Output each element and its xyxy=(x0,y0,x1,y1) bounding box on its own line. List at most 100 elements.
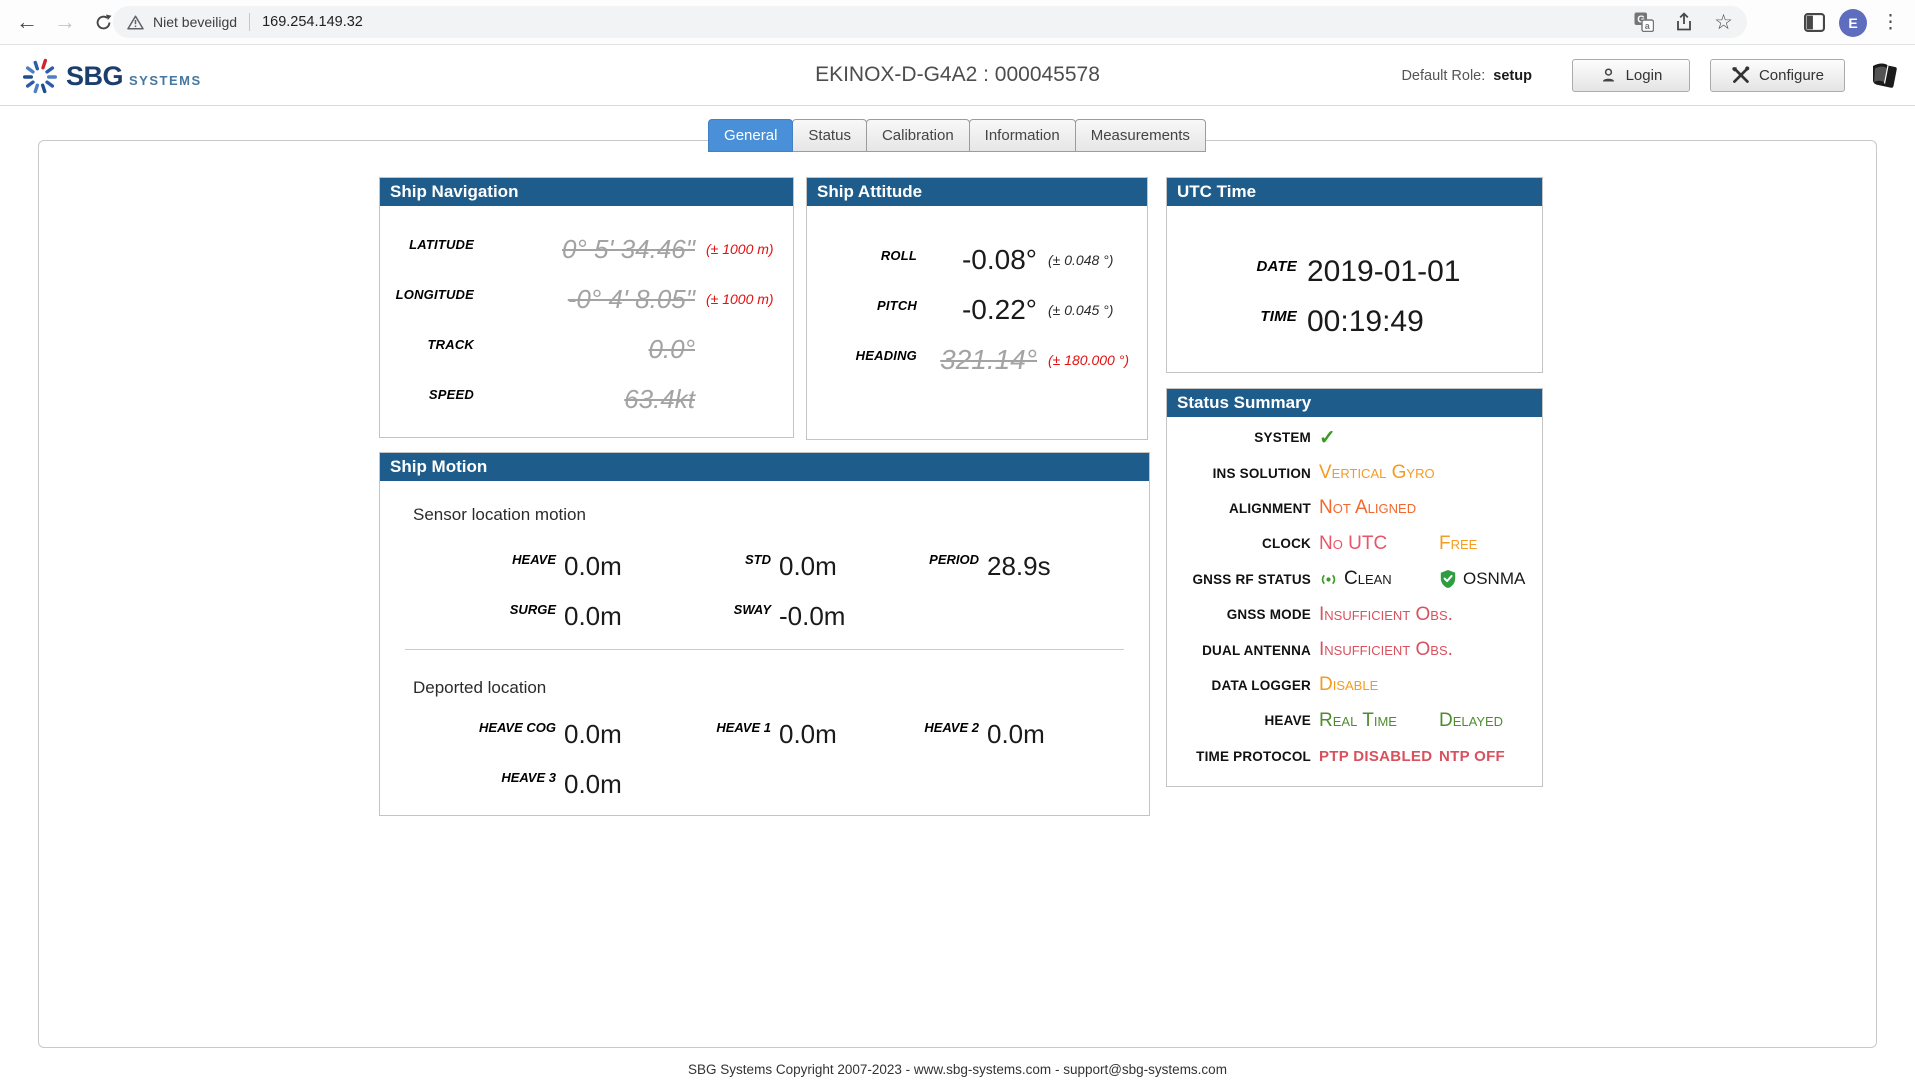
roll-row: ROLL -0.08° (± 0.048 °) xyxy=(807,235,1147,285)
heave-value: 0.0m xyxy=(564,550,622,581)
std-value: 0.0m xyxy=(779,550,837,581)
ins-solution-label: INS SOLUTION xyxy=(1212,465,1311,481)
url-text[interactable]: 169.254.149.32 xyxy=(262,14,363,30)
clock-value: No UTC xyxy=(1319,532,1388,554)
documentation-book-icon[interactable] xyxy=(1869,62,1899,90)
period-label: PERIOD xyxy=(929,551,979,567)
heave-status-value: Real Time xyxy=(1319,709,1397,731)
ins-solution-value: Vertical Gyro xyxy=(1319,462,1435,484)
std-label: STD xyxy=(745,551,771,567)
heave-3-label: HEAVE 3 xyxy=(501,769,556,785)
data-logger-row: DATA LOGGER Disable xyxy=(1167,668,1542,703)
dual-antenna-label: DUAL ANTENNA xyxy=(1202,642,1311,658)
longitude-label: LONGITUDE xyxy=(395,286,474,302)
tab-general[interactable]: General xyxy=(708,119,794,152)
heave-1-value: 0.0m xyxy=(779,718,837,749)
shield-check-icon xyxy=(1440,570,1456,589)
share-icon[interactable] xyxy=(1674,12,1694,32)
longitude-row: LONGITUDE -0° 4' 8.05" (± 1000 m) xyxy=(380,274,793,324)
footer-copyright: SBG Systems Copyright 2007-2023 - xyxy=(688,1062,914,1077)
date-value: 2019-01-01 xyxy=(1307,255,1461,288)
footer-website-link[interactable]: www.sbg-systems.com xyxy=(913,1062,1052,1077)
sbg-logo[interactable]: SBG SYSTEMS xyxy=(22,55,202,97)
gnss-rf-status-row: GNSS RF STATUS Clean OSNMA xyxy=(1167,562,1542,597)
gnss-rf-status-value-2: OSNMA xyxy=(1439,569,1559,589)
surge-value: 0.0m xyxy=(564,600,622,631)
utc-time-panel: UTC Time DATE 2019-01-01 TIME 00:19:49 xyxy=(1166,177,1543,373)
heading-label: HEADING xyxy=(855,347,917,363)
clock-value-2: Free xyxy=(1439,532,1478,554)
clock-label: CLOCK xyxy=(1262,536,1311,552)
utc-time-title: UTC Time xyxy=(1167,178,1542,206)
svg-text:G: G xyxy=(1637,15,1645,26)
tab-status[interactable]: Status xyxy=(792,119,867,152)
heave-status-value-2: Delayed xyxy=(1439,709,1504,731)
heave-status-label: HEAVE xyxy=(1264,713,1311,729)
default-role-label: Default Role: xyxy=(1401,67,1486,84)
configure-button[interactable]: Configure xyxy=(1709,59,1845,92)
login-label: Login xyxy=(1625,67,1663,84)
pitch-value: -0.22° xyxy=(961,294,1037,325)
login-button[interactable]: Login xyxy=(1571,59,1690,92)
sensor-motion-row-2: SURGE 0.0m SWAY -0.0m xyxy=(380,591,1149,641)
logo-text-sbg: SBG xyxy=(66,60,124,91)
heading-value: 321.14° xyxy=(940,344,1037,375)
speed-value: 63.4kt xyxy=(624,383,695,414)
heave-2-label: HEAVE 2 xyxy=(924,719,979,735)
gnss-rf-clean-text: Clean xyxy=(1344,568,1392,590)
side-panel-icon[interactable] xyxy=(1804,13,1825,32)
speed-row: SPEED 63.4kt xyxy=(380,374,793,424)
deported-location-heading: Deported location xyxy=(413,678,547,697)
tab-calibration[interactable]: Calibration xyxy=(865,119,970,152)
sway-label: SWAY xyxy=(733,601,771,617)
site-header: SBG SYSTEMS EKINOX-D-G4A2 : 000045578 De… xyxy=(0,45,1915,106)
ship-attitude-title: Ship Attitude xyxy=(807,178,1147,206)
browser-toolbar: ← → Niet beveiligd 169.254.149.32 G a xyxy=(0,0,1915,45)
status-summary-title: Status Summary xyxy=(1167,389,1542,417)
data-logger-value: Disable xyxy=(1319,674,1379,696)
system-label: SYSTEM xyxy=(1254,430,1311,446)
time-value: 00:19:49 xyxy=(1307,305,1424,338)
heading-accuracy: (± 180.000 °) xyxy=(1048,352,1129,368)
security-label[interactable]: Niet beveiligd xyxy=(153,14,238,30)
default-role-value: setup xyxy=(1493,67,1532,84)
footer-email-link[interactable]: support@sbg-systems.com xyxy=(1063,1062,1227,1077)
address-bar[interactable]: Niet beveiligd 169.254.149.32 G a ☆ xyxy=(113,6,1747,38)
clock-row: CLOCK No UTC Free xyxy=(1167,526,1542,561)
gnss-rf-status-value: Clean xyxy=(1319,568,1439,590)
track-row: TRACK 0.0° xyxy=(380,324,793,374)
longitude-accuracy: (± 1000 m) xyxy=(706,291,774,307)
ship-motion-title: Ship Motion xyxy=(380,453,1149,481)
back-icon[interactable]: ← xyxy=(16,9,38,34)
time-label: TIME xyxy=(1260,307,1297,325)
ship-navigation-panel: Ship Navigation LATITUDE 0° 5' 34.46" (±… xyxy=(379,177,794,438)
heave-3-value: 0.0m xyxy=(564,768,622,799)
tab-measurements[interactable]: Measurements xyxy=(1074,119,1206,152)
system-status-row: SYSTEM ✓ xyxy=(1167,420,1542,455)
sensor-location-heading: Sensor location motion xyxy=(413,505,586,524)
sway-value: -0.0m xyxy=(779,600,846,631)
heave-2-value: 0.0m xyxy=(987,718,1045,749)
pitch-accuracy: (± 0.045 °) xyxy=(1048,302,1114,318)
speed-label: SPEED xyxy=(428,386,474,402)
translate-icon[interactable]: G a xyxy=(1634,12,1655,32)
latitude-label: LATITUDE xyxy=(409,236,474,252)
osnma-text: OSNMA xyxy=(1463,569,1526,589)
refresh-icon[interactable] xyxy=(86,5,120,39)
browser-menu-icon[interactable]: ⋮ xyxy=(1881,12,1900,33)
dual-antenna-row: DUAL ANTENNA Insufficient Obs. xyxy=(1167,632,1542,667)
latitude-value: 0° 5' 34.46" xyxy=(561,233,695,264)
bookmark-star-icon[interactable]: ☆ xyxy=(1714,10,1733,34)
dual-antenna-value: Insufficient Obs. xyxy=(1319,639,1453,661)
gnss-mode-row: GNSS MODE Insufficient Obs. xyxy=(1167,597,1542,632)
refresh-glyph xyxy=(96,14,111,29)
pitch-label: PITCH xyxy=(877,297,917,313)
sensor-motion-row-1: HEAVE 0.0m STD 0.0m PERIOD 28.9s xyxy=(380,541,1149,591)
tab-information[interactable]: Information xyxy=(968,119,1076,152)
heading-row: HEADING 321.14° (± 180.000 °) xyxy=(807,335,1147,385)
forward-icon: → xyxy=(54,9,76,34)
profile-avatar[interactable]: E xyxy=(1839,8,1867,37)
status-summary-panel: Status Summary SYSTEM ✓ INS SOLUTION Ver… xyxy=(1166,388,1543,787)
tab-bar: General Status Calibration Information M… xyxy=(0,119,1915,152)
system-check-icon: ✓ xyxy=(1319,427,1336,450)
